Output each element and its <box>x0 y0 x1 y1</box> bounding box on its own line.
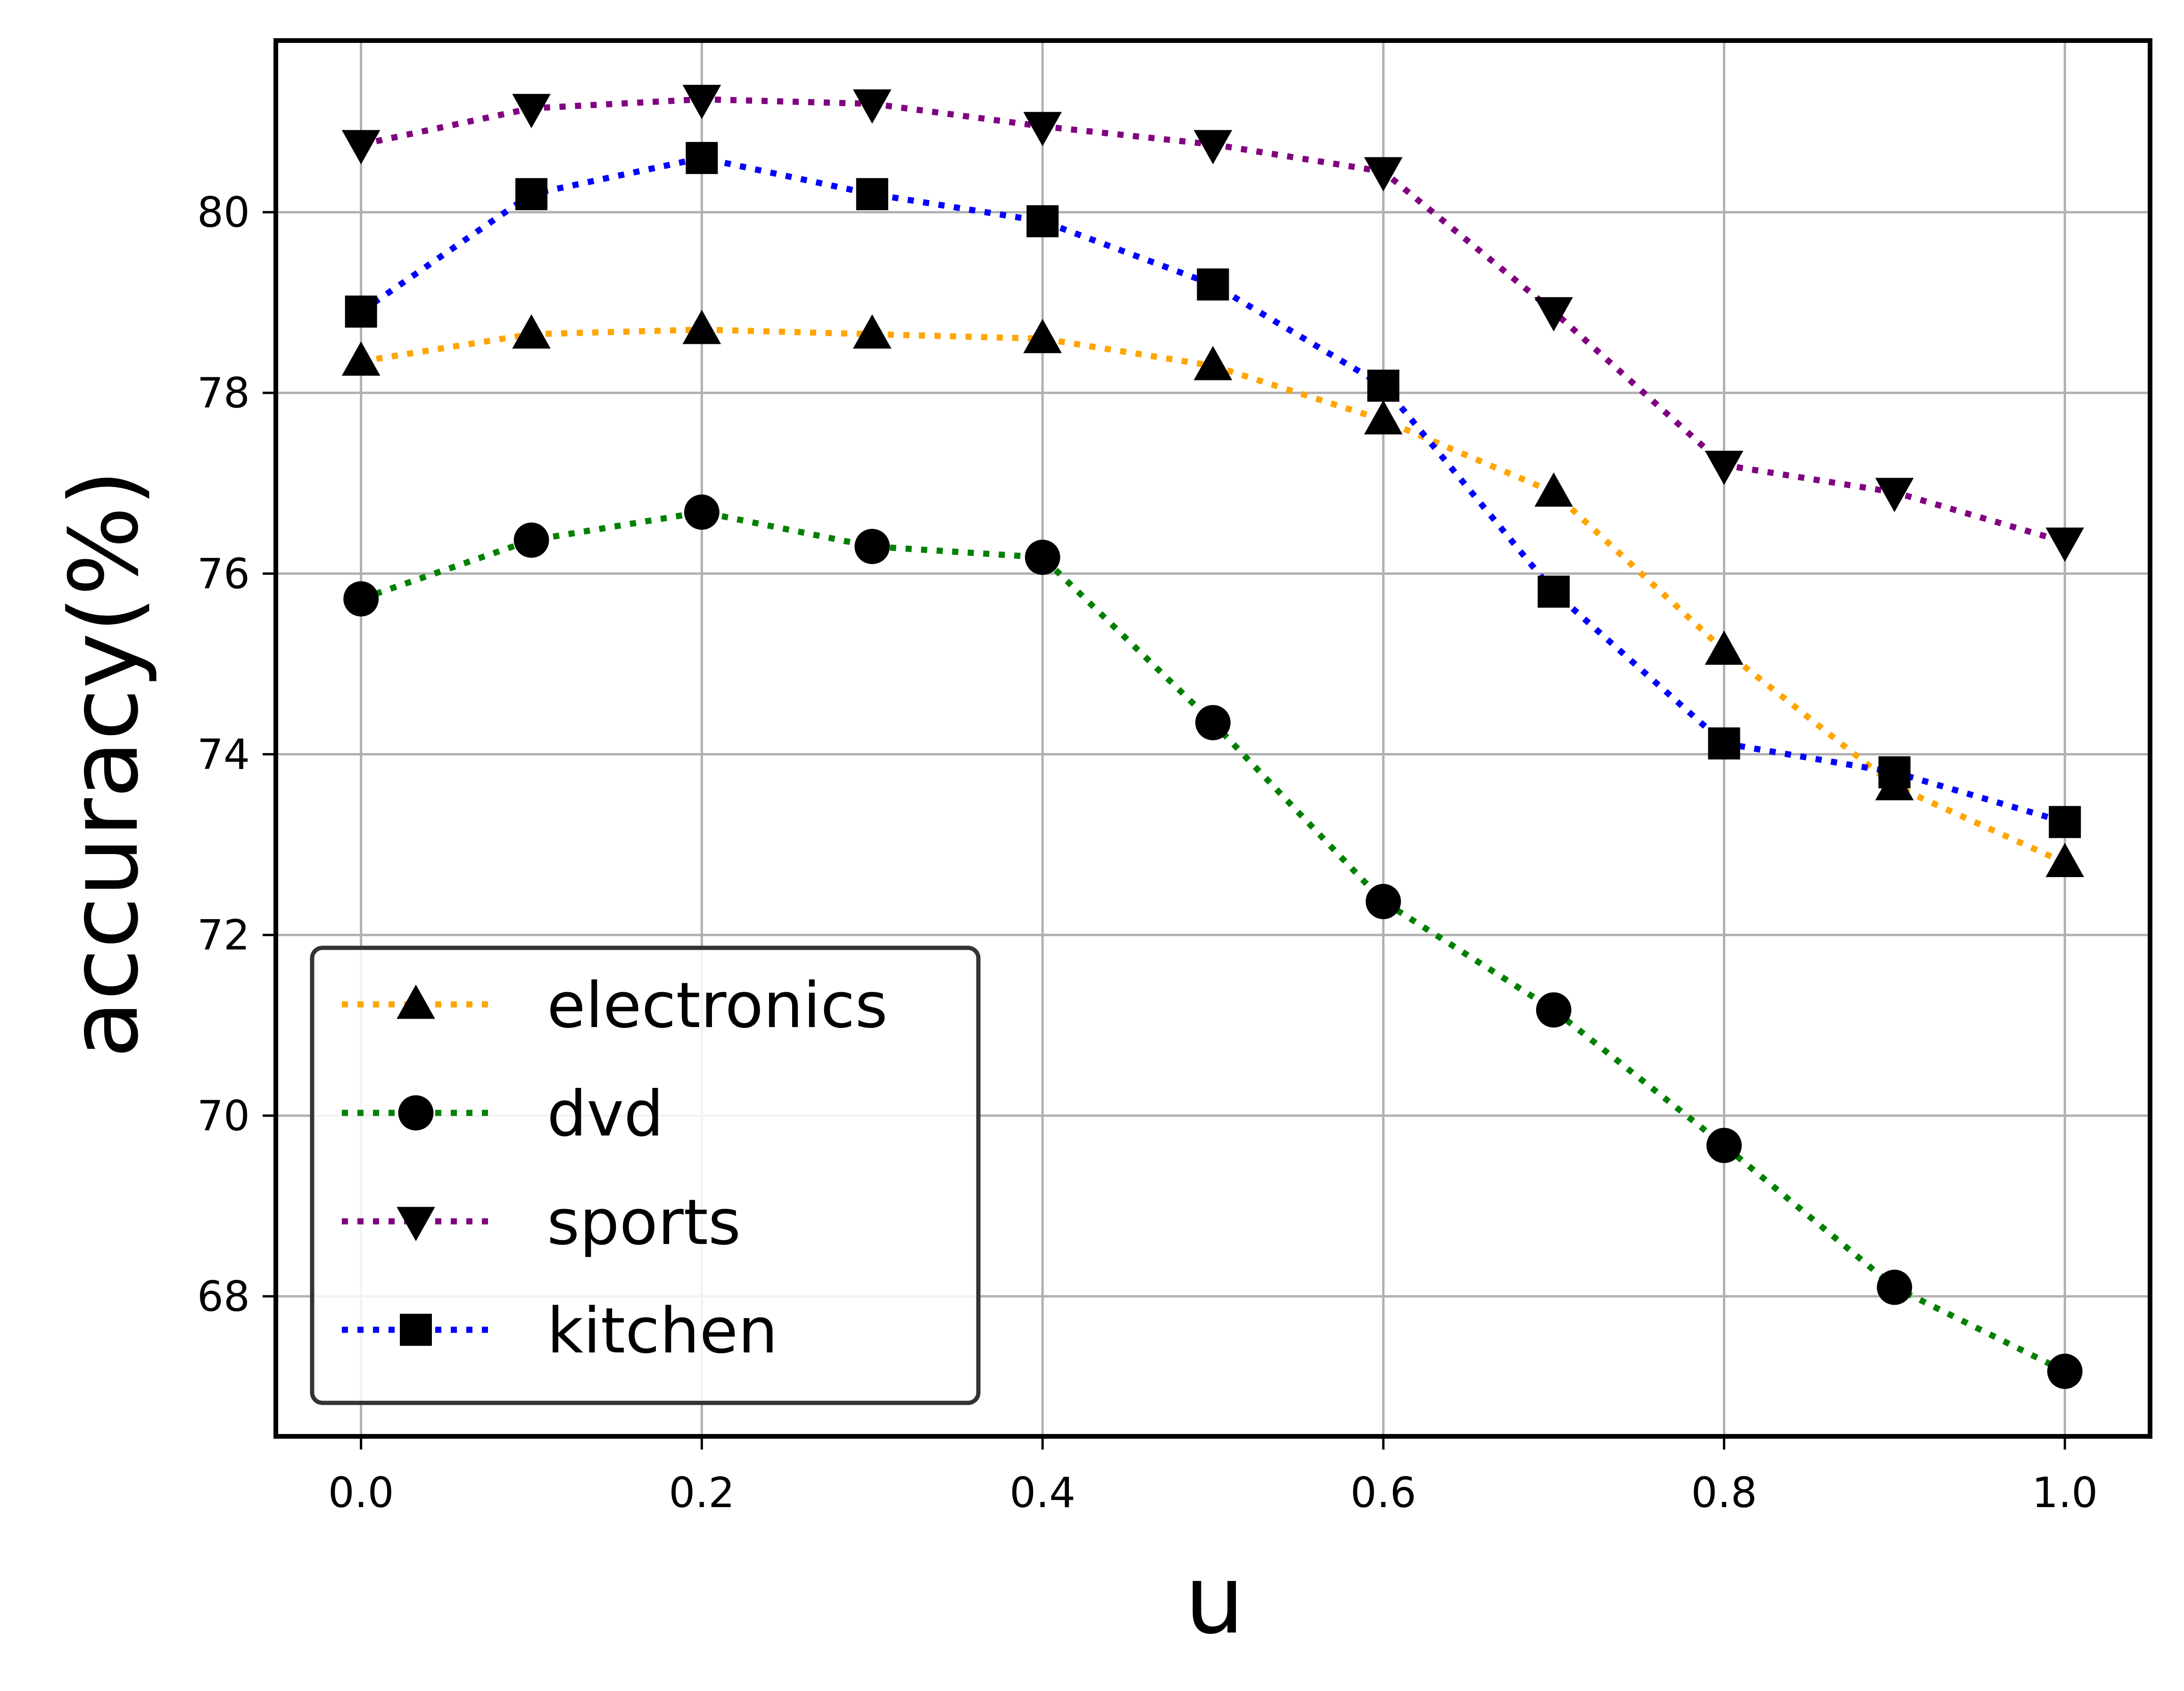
y-tick-label: 70 <box>197 1092 250 1140</box>
data-point-kitchen <box>345 295 377 328</box>
legend-marker-sports <box>397 1207 435 1242</box>
data-point-sports <box>1704 450 1744 485</box>
x-tick-label: 0.8 <box>1691 1468 1757 1517</box>
legend-marker-dvd <box>398 1095 434 1131</box>
data-point-sports <box>1534 297 1573 332</box>
data-point-kitchen <box>1878 756 1911 788</box>
data-point-kitchen <box>1197 268 1229 301</box>
x-axis-label: u <box>1185 1545 1245 1655</box>
legend-label-kitchen: kitchen <box>547 1295 778 1368</box>
data-point-dvd <box>1877 1269 1912 1305</box>
legend-label-sports: sports <box>547 1186 741 1259</box>
data-point-dvd <box>1195 705 1231 740</box>
data-point-sports <box>512 94 551 128</box>
data-point-dvd <box>343 581 379 617</box>
y-axis-ticks: 68 70 72 74 76 78 80 <box>197 188 276 1321</box>
y-tick-label: 76 <box>197 549 250 598</box>
data-point-dvd <box>1365 884 1401 920</box>
data-point-sports <box>1364 157 1403 191</box>
data-point-kitchen <box>1538 575 1570 608</box>
data-point-kitchen <box>686 142 718 174</box>
x-tick-label: 0.6 <box>1350 1468 1416 1517</box>
data-point-electronics <box>1534 472 1573 507</box>
legend: electronics dvd sports kitchen <box>310 945 981 1405</box>
data-point-kitchen <box>1367 369 1399 402</box>
data-point-electronics <box>682 309 721 344</box>
x-tick-label: 0.2 <box>669 1468 735 1517</box>
data-point-dvd <box>684 494 720 530</box>
x-tick-label: 0.0 <box>328 1468 394 1517</box>
legend-box <box>310 945 981 1405</box>
y-axis-label: accuracy(%) <box>50 470 159 1058</box>
data-point-dvd <box>854 529 890 564</box>
legend-marker-kitchen <box>400 1314 432 1346</box>
data-point-dvd <box>1536 992 1572 1028</box>
data-point-sports <box>852 89 892 124</box>
data-point-electronics <box>1023 319 1062 353</box>
data-point-kitchen <box>1708 727 1740 760</box>
data-point-dvd <box>1706 1127 1742 1163</box>
y-tick-label: 80 <box>197 188 250 237</box>
data-point-electronics <box>341 341 381 376</box>
data-point-sports <box>1193 130 1233 165</box>
data-point-electronics <box>1704 630 1744 665</box>
data-point-sports <box>1875 478 1914 513</box>
data-point-electronics <box>512 314 551 349</box>
series-markers <box>341 84 2085 1389</box>
legend-label-electronics: electronics <box>547 970 888 1042</box>
data-point-electronics <box>1193 346 1233 381</box>
data-point-kitchen <box>1026 205 1059 238</box>
data-point-dvd <box>1025 539 1060 575</box>
data-point-sports <box>341 130 381 165</box>
data-point-sports <box>1023 112 1062 147</box>
y-tick-label: 78 <box>197 369 250 417</box>
x-tick-label: 1.0 <box>2032 1468 2098 1517</box>
data-point-sports <box>2045 527 2085 562</box>
y-tick-label: 68 <box>197 1272 250 1321</box>
data-point-kitchen <box>2049 806 2081 838</box>
data-point-electronics <box>2045 843 2085 878</box>
data-point-kitchen <box>515 178 548 210</box>
data-point-dvd <box>513 522 549 558</box>
x-tick-label: 0.4 <box>1009 1468 1075 1517</box>
x-axis-ticks: 0.0 0.2 0.4 0.6 0.8 1.0 <box>328 1436 2098 1517</box>
legend-label-dvd: dvd <box>547 1078 664 1151</box>
data-point-sports <box>682 84 721 119</box>
data-point-kitchen <box>856 178 888 210</box>
data-point-electronics <box>852 314 892 349</box>
plot-frame <box>273 38 2152 1439</box>
y-tick-label: 72 <box>197 911 250 960</box>
legend-marker-electronics <box>397 984 435 1019</box>
data-point-dvd <box>2047 1353 2083 1389</box>
data-point-electronics <box>1364 400 1403 435</box>
y-tick-label: 74 <box>197 730 250 779</box>
